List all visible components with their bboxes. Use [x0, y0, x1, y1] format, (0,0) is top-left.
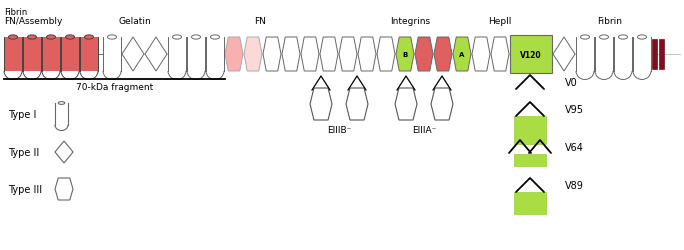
Polygon shape	[320, 38, 338, 72]
Bar	[510, 36, 552, 74]
Polygon shape	[377, 38, 395, 72]
Text: FN/Assembly: FN/Assembly	[4, 17, 62, 26]
Bar	[206, 38, 224, 72]
Polygon shape	[431, 89, 453, 120]
Bar	[61, 38, 79, 72]
Polygon shape	[395, 89, 417, 120]
Text: HepII: HepII	[488, 17, 512, 26]
Polygon shape	[396, 38, 414, 72]
Ellipse shape	[27, 36, 36, 40]
Text: A: A	[460, 52, 464, 58]
Ellipse shape	[192, 36, 200, 40]
Polygon shape	[244, 38, 262, 72]
Ellipse shape	[211, 36, 220, 40]
Polygon shape	[346, 89, 368, 120]
Text: Fibrin: Fibrin	[4, 8, 27, 17]
Bar	[652, 40, 657, 70]
Text: B: B	[402, 52, 408, 58]
Polygon shape	[55, 142, 73, 163]
Polygon shape	[55, 178, 73, 200]
Polygon shape	[282, 38, 300, 72]
Polygon shape	[263, 38, 281, 72]
Ellipse shape	[66, 36, 75, 40]
Text: Fibrin: Fibrin	[598, 17, 622, 26]
Text: V89: V89	[565, 180, 584, 190]
Bar	[4, 38, 22, 72]
Polygon shape	[472, 38, 490, 72]
Ellipse shape	[107, 36, 116, 40]
Polygon shape	[453, 38, 471, 72]
Text: Type II: Type II	[8, 148, 39, 157]
Text: 70-kDa fragment: 70-kDa fragment	[76, 83, 153, 92]
Bar	[55, 104, 68, 126]
Text: EIIIB⁻: EIIIB⁻	[327, 126, 351, 134]
Polygon shape	[122, 38, 144, 72]
Ellipse shape	[172, 36, 181, 40]
Bar	[595, 38, 613, 72]
Polygon shape	[434, 38, 452, 72]
Bar	[659, 40, 664, 70]
Bar	[103, 38, 121, 72]
Text: Integrins: Integrins	[390, 17, 430, 26]
Bar	[23, 38, 41, 72]
Bar	[576, 38, 594, 72]
Text: Gelatin: Gelatin	[118, 17, 151, 26]
Ellipse shape	[8, 36, 18, 40]
Polygon shape	[301, 38, 319, 72]
Text: V64: V64	[565, 142, 584, 152]
Polygon shape	[145, 38, 167, 72]
Text: Type III: Type III	[8, 184, 42, 194]
Text: V120: V120	[521, 50, 542, 59]
Bar	[80, 38, 98, 72]
Bar	[614, 38, 632, 72]
Polygon shape	[225, 38, 243, 72]
Polygon shape	[415, 38, 433, 72]
Bar	[187, 38, 205, 72]
Polygon shape	[310, 89, 332, 120]
Polygon shape	[491, 38, 509, 72]
Bar	[168, 38, 186, 72]
Bar	[42, 38, 60, 72]
Bar	[514, 116, 546, 144]
Text: V0: V0	[565, 78, 578, 88]
Ellipse shape	[599, 36, 609, 40]
Ellipse shape	[618, 36, 627, 40]
Bar	[514, 192, 546, 214]
Text: V95: V95	[565, 104, 584, 115]
Ellipse shape	[47, 36, 55, 40]
Text: EIIIA⁻: EIIIA⁻	[412, 126, 436, 134]
Text: Type I: Type I	[8, 110, 36, 120]
Ellipse shape	[58, 102, 65, 105]
Bar	[514, 154, 546, 166]
Polygon shape	[339, 38, 357, 72]
Ellipse shape	[637, 36, 646, 40]
Bar	[633, 38, 651, 72]
Ellipse shape	[85, 36, 94, 40]
Polygon shape	[358, 38, 376, 72]
Ellipse shape	[581, 36, 590, 40]
Polygon shape	[553, 38, 575, 72]
Text: FN: FN	[254, 17, 266, 26]
